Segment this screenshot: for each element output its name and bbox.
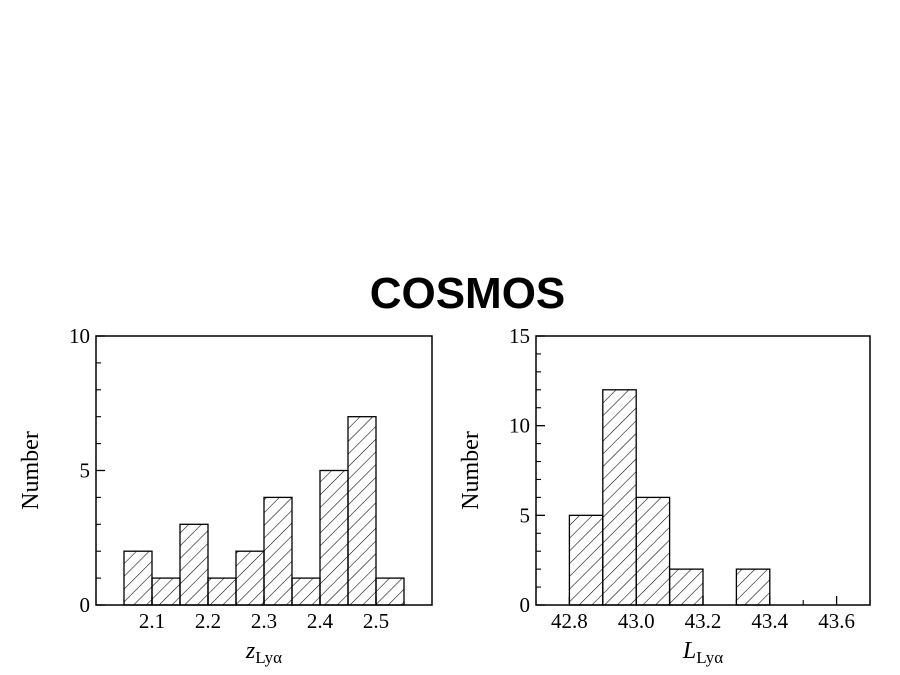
y-tick-label: 0	[80, 593, 91, 617]
x-axis-label-main: z	[245, 638, 256, 664]
x-axis-label: LLyα	[682, 638, 723, 667]
x-axis-label-sub: Lyα	[696, 648, 723, 667]
histogram-luminosity: 42.8 43.0 43.2 43.4 43.6 0 5 10 15 Number LLyα	[458, 324, 871, 667]
x-tick-label: 2.1	[139, 609, 165, 633]
x-tick-label: 43.4	[751, 609, 788, 633]
y-tick-label: 5	[80, 459, 91, 483]
x-tick-label: 2.2	[195, 609, 221, 633]
histogram-bar	[123, 550, 153, 606]
x-axis-label-sub: Lyα	[255, 648, 282, 667]
bars-group	[568, 389, 771, 606]
ticks-group: 2.1 2.2 2.3 2.4 2.5 0 5 10	[69, 324, 405, 633]
x-tick-label: 43.0	[618, 609, 655, 633]
x-axis-label-main: L	[682, 638, 696, 664]
y-tick-label: 10	[509, 414, 530, 438]
bars-group	[123, 416, 405, 606]
page-title: COSMOS	[369, 269, 566, 318]
y-tick-label: 5	[520, 503, 531, 527]
histogram-bar	[347, 416, 377, 606]
histogram-bar	[207, 577, 237, 606]
y-axis-label: Number	[458, 431, 484, 510]
histogram-bar	[291, 577, 321, 606]
y-tick-label: 0	[520, 593, 531, 617]
histogram-bar	[319, 469, 349, 606]
y-tick-label: 15	[509, 324, 530, 348]
histogram-bar	[635, 496, 671, 606]
x-tick-label: 43.6	[818, 609, 855, 633]
x-tick-label: 42.8	[551, 609, 588, 633]
x-axis-label: zLyα	[245, 638, 282, 667]
histogram-bar	[179, 523, 209, 606]
histogram-bar	[735, 568, 771, 606]
x-tick-label: 43.2	[685, 609, 722, 633]
histogram-bar	[263, 496, 293, 606]
histogram-bar	[235, 550, 265, 606]
plot-frame	[95, 335, 433, 606]
plot-frame	[535, 335, 871, 606]
histogram-bar	[568, 514, 604, 606]
ticks-group: 42.8 43.0 43.2 43.4 43.6 0 5 10 15	[509, 324, 871, 633]
histogram-bar	[375, 577, 405, 606]
histogram-bar	[668, 568, 704, 606]
histogram-redshift: 2.1 2.2 2.3 2.4 2.5 0 5 10 Number zLyα	[18, 324, 433, 667]
y-tick-label: 10	[69, 324, 90, 348]
y-axis-label: Number	[18, 431, 44, 510]
x-tick-label: 2.4	[307, 609, 334, 633]
x-tick-label: 2.3	[251, 609, 277, 633]
histogram-bar	[151, 577, 181, 606]
x-tick-label: 2.5	[363, 609, 389, 633]
histogram-bar	[602, 389, 637, 606]
